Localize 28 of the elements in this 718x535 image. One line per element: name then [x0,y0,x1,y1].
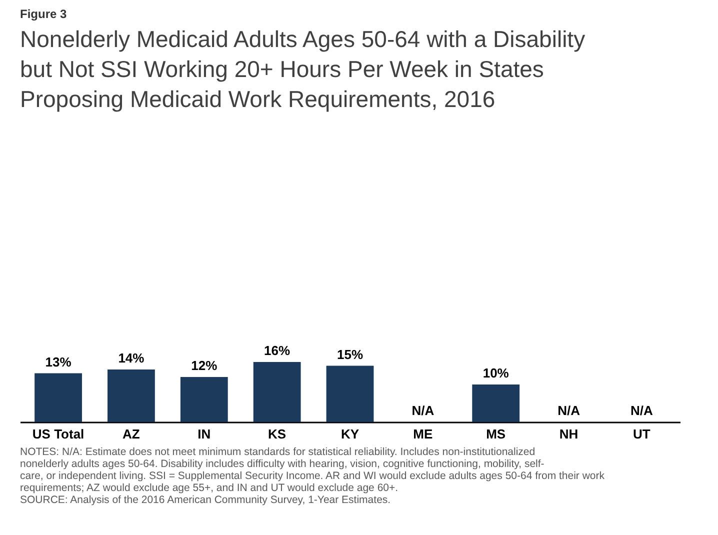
bar [253,362,301,422]
text: N/A [558,403,580,418]
x-tick-label: AZ [122,426,140,442]
x-tick-label: MS [486,426,506,442]
bar [180,377,228,422]
x-tick-label: KS [268,426,286,442]
bar [326,366,374,422]
data-label: 10% [482,366,510,380]
x-tick-label: ME [413,426,434,442]
x-tick-label: NH [559,426,578,442]
text: NOTES: N/A: Estimate does not meet minimum standards for statistical reliability. Includes non-institutionalized nonelderly adults ages 50-64. Disability includes difficulty with hearing, vision, cognitive functioning, mobility, self-care, or independent living. SSI = Supplemental Security Income. AR and WI would exclude adults ages 50-64 from their work requirements; AZ would exclude age 55+, and IN and UT would exclude age 60+. [20,446,606,494]
bar [472,384,520,422]
bar [108,370,155,422]
data-label: 12% [191,358,218,373]
text: N/A [412,403,434,418]
source-note: SOURCE: Analysis of the 2016 American Community Survey, 1-Year Estimates. [20,494,391,506]
x-tick-label: US Total [32,426,84,442]
x-tick-label: UT [633,426,650,442]
data-label: 13% [45,354,72,370]
x-tick-label: KY [340,426,360,442]
text: N/A [630,403,653,418]
data-label: 14% [118,350,145,366]
x-tick-label: IN [198,426,211,442]
data-label: 16% [264,343,291,358]
chart-subtitle: Figure 3 [20,7,67,21]
data-label: 15% [336,346,364,362]
chart-title: Nonelderly Medicaid Adults Ages 50-64 with a Disability but Not SSI Working 20+ Hours Per Week in States Proposing Medicaid Work Requirements, 2016 [20,26,586,112]
bar [34,373,82,422]
